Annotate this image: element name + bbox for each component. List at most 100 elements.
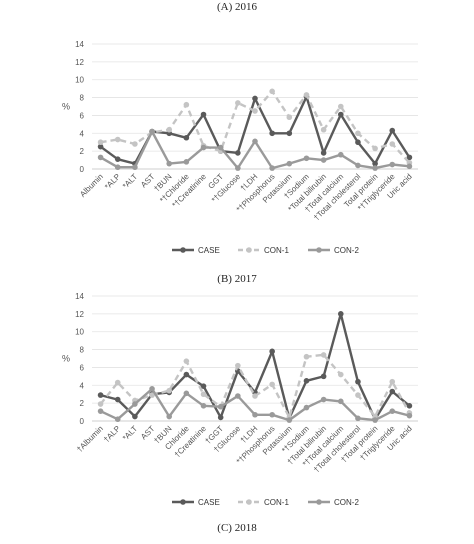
data-point: [337, 311, 344, 317]
legend-label: CON-2: [334, 498, 359, 507]
data-point: [372, 145, 378, 152]
data-point: [303, 92, 310, 98]
data-point: [183, 159, 190, 165]
y-tick-label: 6: [80, 111, 85, 120]
data-point: [149, 386, 155, 392]
data-point: [286, 417, 293, 423]
data-point: [406, 154, 413, 161]
legend-label: CON-1: [264, 498, 289, 507]
data-point: [166, 387, 173, 394]
x-tick-label: *ALP: [103, 172, 122, 191]
data-point: [320, 157, 327, 163]
x-tick-label: †ALP: [102, 424, 122, 444]
data-point: [389, 161, 396, 168]
data-point: [389, 127, 396, 134]
data-point: [252, 411, 258, 418]
data-point: [132, 141, 138, 147]
y-axis-label: %: [62, 354, 70, 364]
data-point: [372, 160, 378, 167]
x-tick-label: Albumin: [78, 172, 105, 199]
caption-c: (C) 2018: [217, 522, 257, 534]
legend-marker: [180, 499, 186, 505]
x-tick-label: †Albumin: [75, 424, 105, 454]
legend-label: CASE: [198, 498, 220, 507]
y-tick-label: 12: [75, 58, 84, 67]
y-tick-label: 8: [80, 346, 85, 355]
y-tick-label: 2: [80, 399, 85, 408]
data-point: [389, 378, 396, 385]
data-point: [235, 100, 241, 106]
panel-title: (A) 2016: [217, 1, 258, 13]
data-point: [200, 391, 207, 398]
series-line-con-1: [99, 353, 411, 419]
y-tick-label: 4: [80, 129, 85, 138]
data-point: [183, 358, 190, 364]
data-point: [269, 88, 275, 95]
data-point: [372, 165, 378, 171]
data-point: [235, 393, 241, 399]
legend-marker: [180, 247, 186, 253]
data-point: [217, 144, 224, 151]
data-point: [269, 130, 275, 137]
data-point: [406, 163, 413, 170]
y-axis-label: %: [62, 102, 70, 112]
data-point: [217, 403, 224, 410]
data-point: [200, 144, 207, 151]
data-point: [337, 371, 344, 378]
y-tick-label: 10: [75, 76, 84, 85]
data-point: [252, 393, 258, 399]
data-point: [97, 392, 104, 398]
legend-marker: [246, 499, 252, 505]
data-point: [114, 416, 121, 423]
data-point: [252, 138, 258, 145]
y-tick-label: 14: [75, 292, 84, 301]
data-point: [166, 413, 173, 420]
y-tick-label: 6: [80, 363, 85, 372]
data-point: [252, 108, 258, 114]
data-point: [97, 143, 104, 150]
data-point: [235, 362, 241, 369]
data-point: [320, 352, 327, 358]
data-point: [149, 392, 155, 398]
x-tick-label: *ALT: [121, 172, 140, 191]
data-point: [355, 378, 361, 385]
data-point: [132, 401, 138, 407]
data-point: [303, 378, 310, 384]
series-line-case: [99, 95, 411, 165]
data-point: [183, 390, 190, 397]
data-point: [269, 411, 275, 418]
data-point: [337, 103, 344, 110]
data-point: [114, 156, 121, 162]
data-point: [320, 396, 327, 403]
data-point: [114, 136, 121, 143]
data-point: [114, 164, 121, 171]
y-tick-label: 12: [75, 310, 84, 319]
y-tick-label: 2: [80, 147, 85, 156]
legend-marker: [316, 247, 322, 253]
data-point: [303, 404, 310, 411]
y-tick-label: 0: [80, 165, 85, 174]
data-point: [183, 134, 190, 141]
data-point: [97, 154, 104, 161]
legend-marker: [246, 247, 252, 253]
data-point: [355, 162, 361, 169]
data-point: [389, 408, 396, 414]
data-point: [97, 401, 104, 407]
legend-marker: [316, 499, 322, 505]
data-point: [200, 383, 207, 389]
data-point: [355, 415, 361, 422]
data-point: [200, 403, 207, 409]
data-point: [149, 128, 155, 135]
data-point: [389, 141, 396, 147]
data-point: [97, 408, 104, 414]
data-point: [269, 165, 275, 171]
y-tick-label: 8: [80, 94, 85, 103]
data-point: [337, 398, 344, 405]
data-point: [235, 150, 241, 156]
data-point: [355, 139, 361, 146]
data-point: [320, 373, 327, 380]
